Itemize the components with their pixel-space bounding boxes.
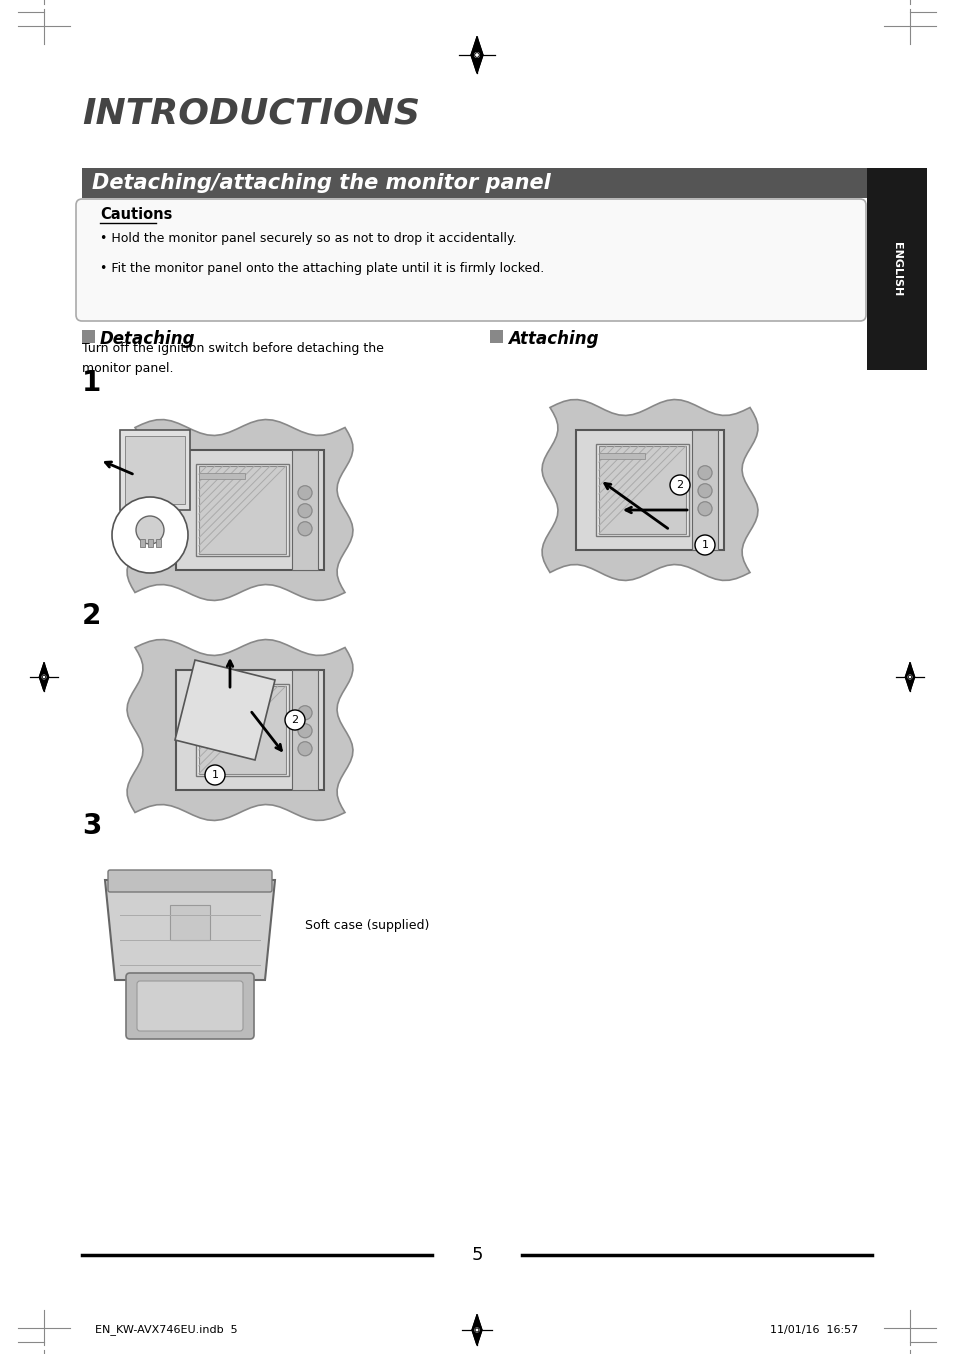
Polygon shape (120, 431, 190, 510)
Polygon shape (541, 399, 758, 581)
FancyBboxPatch shape (195, 684, 289, 776)
FancyBboxPatch shape (575, 431, 723, 550)
Polygon shape (471, 56, 482, 73)
FancyBboxPatch shape (598, 447, 685, 533)
Circle shape (669, 475, 689, 496)
Text: 2: 2 (82, 603, 101, 630)
Text: 1: 1 (82, 370, 101, 397)
Bar (170, 904, 210, 940)
Polygon shape (472, 1330, 481, 1345)
Polygon shape (472, 1315, 481, 1330)
Bar (866, 168, 926, 370)
Text: 5: 5 (471, 1246, 482, 1265)
Text: 2: 2 (676, 481, 683, 490)
Bar (691, 431, 718, 550)
Circle shape (698, 466, 711, 479)
Circle shape (698, 502, 711, 516)
Bar (598, 452, 644, 459)
Text: 3: 3 (82, 812, 101, 839)
Bar (490, 330, 502, 343)
Text: EN_KW-AVX746EU.indb  5: EN_KW-AVX746EU.indb 5 (95, 1324, 237, 1335)
Circle shape (698, 483, 711, 498)
FancyBboxPatch shape (175, 450, 324, 570)
FancyBboxPatch shape (108, 871, 272, 892)
Circle shape (42, 676, 46, 678)
Circle shape (907, 676, 911, 678)
Circle shape (475, 1328, 478, 1332)
Text: INTRODUCTIONS: INTRODUCTIONS (82, 96, 419, 130)
Text: 2: 2 (291, 715, 298, 724)
FancyBboxPatch shape (198, 686, 285, 773)
Circle shape (112, 497, 188, 573)
Bar (82, 330, 95, 343)
Circle shape (205, 765, 225, 785)
Polygon shape (127, 639, 353, 821)
Text: 1: 1 (212, 770, 218, 780)
Circle shape (475, 53, 478, 57)
Polygon shape (127, 420, 353, 600)
Circle shape (285, 709, 305, 730)
Text: 11/01/16  16:57: 11/01/16 16:57 (769, 1326, 857, 1335)
Text: Attaching: Attaching (507, 330, 598, 348)
Circle shape (297, 705, 312, 720)
Text: monitor panel.: monitor panel. (82, 362, 173, 375)
Text: Cautions: Cautions (100, 207, 172, 222)
FancyBboxPatch shape (137, 982, 243, 1030)
FancyBboxPatch shape (175, 670, 324, 789)
Bar (82, 168, 866, 198)
FancyBboxPatch shape (198, 466, 285, 554)
Polygon shape (904, 663, 914, 677)
Circle shape (297, 504, 312, 517)
Text: ENGLISH: ENGLISH (891, 242, 901, 297)
Bar (148, 539, 152, 547)
Polygon shape (125, 436, 185, 504)
Bar (156, 539, 161, 547)
Polygon shape (174, 659, 274, 760)
FancyBboxPatch shape (195, 464, 289, 556)
FancyBboxPatch shape (76, 199, 865, 321)
Polygon shape (39, 663, 49, 677)
Text: Turn off the ignition switch before detaching the: Turn off the ignition switch before deta… (82, 343, 383, 355)
Bar (198, 693, 245, 699)
Polygon shape (904, 677, 914, 691)
Polygon shape (39, 677, 49, 691)
Bar (140, 539, 145, 547)
Text: • Fit the monitor panel onto the attaching plate until it is firmly locked.: • Fit the monitor panel onto the attachi… (100, 263, 543, 275)
Bar (292, 450, 318, 570)
FancyBboxPatch shape (126, 974, 253, 1039)
FancyBboxPatch shape (595, 444, 688, 536)
Circle shape (297, 742, 312, 756)
Text: • Hold the monitor panel securely so as not to drop it accidentally.: • Hold the monitor panel securely so as … (100, 232, 517, 245)
Circle shape (136, 516, 164, 544)
Circle shape (297, 724, 312, 738)
Bar (198, 473, 245, 479)
Circle shape (695, 535, 714, 555)
Circle shape (297, 486, 312, 500)
Text: 1: 1 (700, 540, 708, 550)
Text: Soft case (supplied): Soft case (supplied) (305, 918, 429, 932)
Polygon shape (471, 37, 482, 56)
Text: Detaching: Detaching (100, 330, 195, 348)
Text: Detaching/attaching the monitor panel: Detaching/attaching the monitor panel (91, 173, 550, 194)
Bar (292, 670, 318, 789)
Polygon shape (105, 880, 274, 980)
Circle shape (297, 521, 312, 536)
